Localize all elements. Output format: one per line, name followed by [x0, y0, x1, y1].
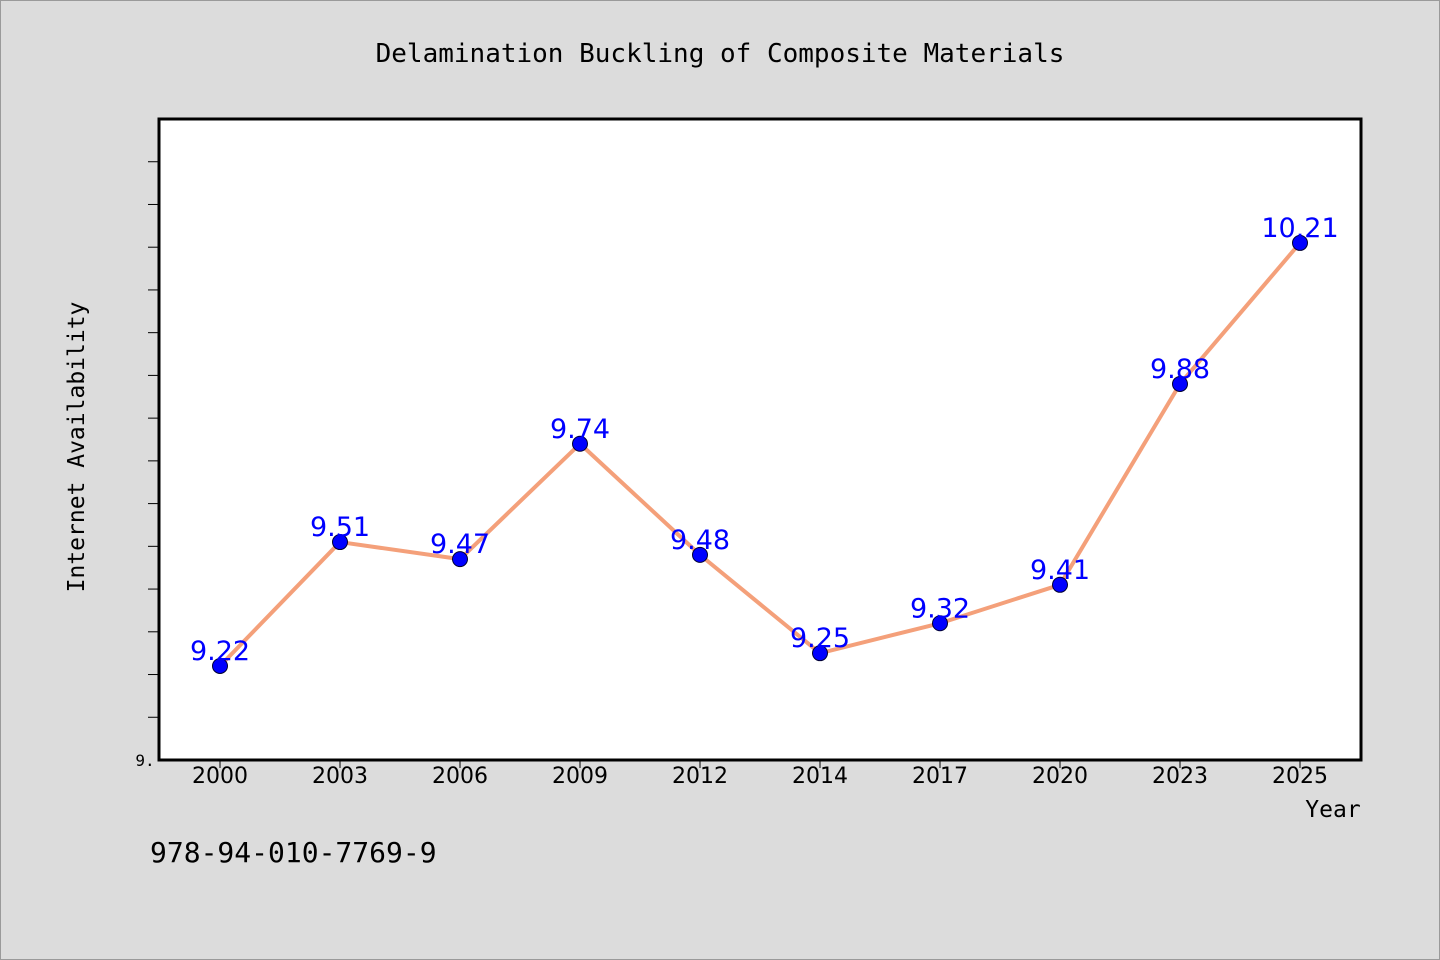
series-group: 9.22 9.51 9.47 9.74 9.48 9.25 9.32 9.41 9.88 10.2…	[190, 213, 1339, 674]
data-label: 9.22	[190, 636, 250, 667]
series-line	[218, 241, 1302, 668]
x-tick-label: 2012	[672, 764, 728, 789]
data-label: 9.74	[550, 414, 610, 445]
x-tick-label: 2003	[312, 764, 368, 789]
data-point	[212, 657, 228, 674]
chart-title: Delamination Buckling of Composite Mater…	[376, 39, 1065, 69]
x-axis-label: Year	[1305, 797, 1360, 823]
x-tick-label: 2025	[1272, 764, 1328, 789]
x-tick-label: 2020	[1032, 764, 1088, 789]
data-point	[332, 534, 348, 551]
data-point	[1292, 234, 1308, 251]
y-axis-ticks: 9.	[135, 161, 159, 770]
data-point	[932, 615, 948, 632]
plot-area	[157, 117, 1363, 762]
data-label: 9.47	[430, 529, 490, 560]
x-axis-ticks: 2000 2003 2006 2009 2012 2014 2017 2020 2023 2025	[192, 760, 1328, 789]
data-label: 10.21	[1261, 213, 1338, 244]
x-tick-label: 2023	[1152, 764, 1208, 789]
data-point	[1172, 375, 1188, 392]
x-tick-label: 2014	[792, 764, 848, 789]
data-label: 9.88	[1150, 354, 1210, 385]
x-tick-label: 2009	[552, 764, 608, 789]
isbn-text: 978-94-010-7769-9	[150, 836, 437, 869]
y-tick-label: 9.	[135, 751, 154, 770]
x-tick-label: 2006	[432, 764, 488, 789]
y-axis-label: Internet Availability	[64, 302, 90, 593]
data-point	[452, 551, 468, 568]
data-label: 9.25	[790, 623, 850, 654]
data-label: 9.32	[910, 593, 970, 624]
data-label: 9.41	[1030, 555, 1090, 586]
data-point	[812, 645, 828, 662]
data-point	[572, 435, 588, 452]
data-label: 9.48	[670, 525, 730, 556]
x-tick-label: 2017	[912, 764, 968, 789]
data-point	[692, 546, 708, 563]
data-label: 9.51	[310, 512, 370, 543]
x-tick-label: 2000	[192, 764, 248, 789]
data-point	[1052, 576, 1068, 593]
